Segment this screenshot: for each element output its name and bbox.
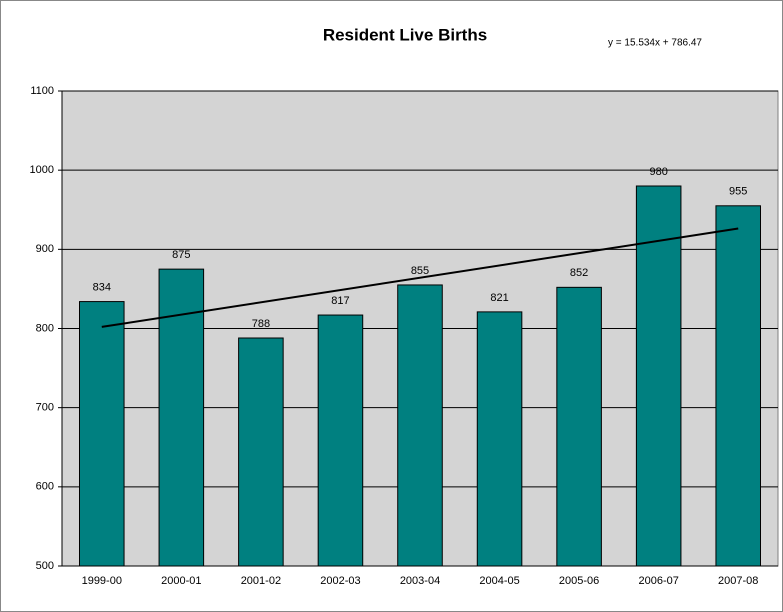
x-tick-label: 2004-05 [479, 575, 519, 587]
x-tick-label: 2002-03 [320, 575, 360, 587]
data-label: 788 [252, 318, 270, 330]
y-tick-label: 500 [36, 560, 54, 572]
y-tick-label: 900 [36, 243, 54, 255]
bar [635, 185, 682, 567]
bar [476, 311, 523, 567]
bar [158, 268, 205, 567]
y-tick-label: 800 [36, 322, 54, 334]
data-label: 852 [570, 267, 588, 279]
trendline [101, 227, 739, 328]
data-label: 980 [649, 166, 667, 178]
data-label: 817 [331, 295, 349, 307]
y-tick-label: 1100 [30, 85, 54, 97]
y-tick-label: 700 [36, 402, 54, 414]
bar [556, 286, 602, 567]
y-tick-label: 1000 [30, 164, 54, 176]
bar [238, 337, 284, 567]
data-label: 834 [93, 281, 111, 293]
bar [715, 205, 761, 567]
x-tick-label: 2003-04 [400, 575, 440, 587]
data-label: 855 [411, 265, 429, 277]
bar [79, 301, 125, 567]
trendline-equation: y = 15.534x + 786.47 [608, 38, 702, 49]
bar [397, 284, 443, 567]
data-label: 821 [490, 292, 508, 304]
x-tick-label: 2007-08 [718, 575, 758, 587]
x-tick-label: 2005-06 [559, 575, 599, 587]
data-label: 955 [729, 186, 747, 198]
x-tick-label: 1999-00 [82, 575, 122, 587]
x-tick-label: 2001-02 [241, 575, 281, 587]
bar [317, 314, 364, 567]
x-tick-label: 2006-07 [638, 575, 678, 587]
y-tick-label: 600 [36, 481, 54, 493]
chart-title: Resident Live Births [323, 25, 487, 44]
data-label: 875 [172, 249, 190, 261]
x-tick-label: 2000-01 [161, 575, 201, 587]
